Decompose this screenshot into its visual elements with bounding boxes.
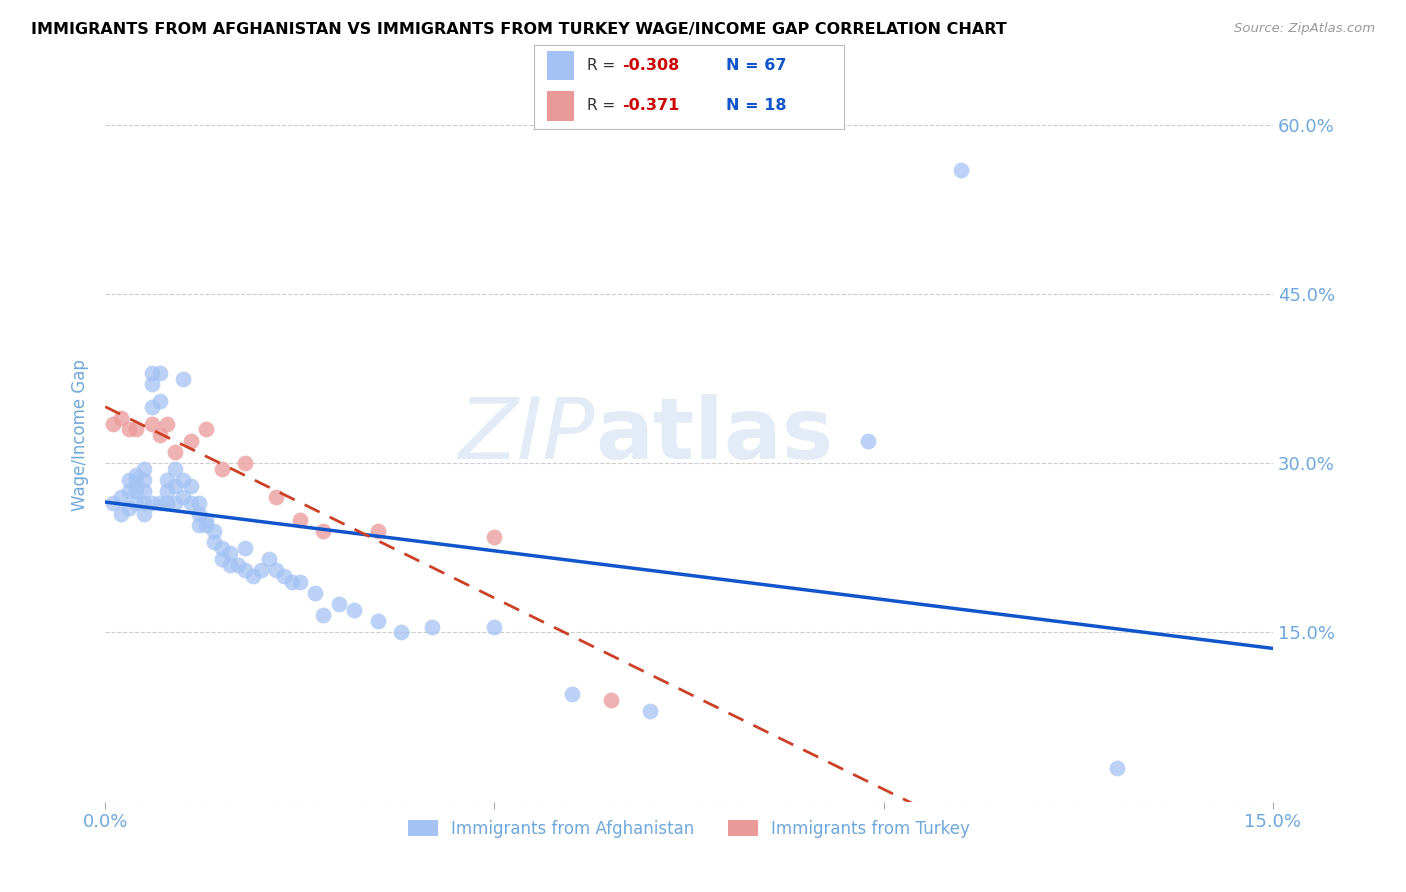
Point — [117, 473, 139, 487]
Legend: Immigrants from Afghanistan, Immigrants from Turkey: Immigrants from Afghanistan, Immigrants … — [401, 814, 977, 845]
Point — [218, 546, 240, 560]
Point — [312, 608, 335, 623]
Point — [125, 484, 148, 499]
Point — [125, 467, 148, 482]
Point — [187, 518, 209, 533]
Point — [288, 513, 311, 527]
Point — [141, 366, 163, 380]
Point — [273, 569, 295, 583]
Point — [420, 620, 443, 634]
Point — [367, 614, 389, 628]
Point — [156, 496, 179, 510]
Point — [233, 541, 256, 555]
Text: R =: R = — [586, 98, 614, 113]
Point — [600, 693, 623, 707]
Point — [101, 496, 124, 510]
Point — [211, 541, 233, 555]
Point — [288, 574, 311, 589]
Point — [149, 366, 172, 380]
Point — [211, 552, 233, 566]
Text: -0.308: -0.308 — [623, 58, 679, 73]
Point — [125, 496, 148, 510]
Point — [195, 513, 218, 527]
Point — [117, 422, 139, 436]
Point — [156, 473, 179, 487]
Point — [149, 496, 172, 510]
Point — [172, 473, 194, 487]
Text: -0.371: -0.371 — [623, 98, 679, 113]
Point — [134, 484, 156, 499]
Point — [484, 620, 506, 634]
Text: R =: R = — [586, 58, 614, 73]
Point — [226, 558, 249, 572]
Text: ZIP: ZIP — [460, 393, 596, 476]
Point — [312, 524, 335, 538]
Point — [233, 456, 256, 470]
Text: atlas: atlas — [596, 393, 834, 476]
Point — [134, 496, 156, 510]
Point — [250, 563, 273, 577]
Point — [134, 473, 156, 487]
Point — [266, 563, 288, 577]
Point — [149, 394, 172, 409]
Point — [211, 462, 233, 476]
Point — [134, 462, 156, 476]
Point — [117, 501, 139, 516]
Point — [343, 603, 366, 617]
Point — [856, 434, 879, 448]
Point — [141, 496, 163, 510]
Text: IMMIGRANTS FROM AFGHANISTAN VS IMMIGRANTS FROM TURKEY WAGE/INCOME GAP CORRELATIO: IMMIGRANTS FROM AFGHANISTAN VS IMMIGRANT… — [31, 22, 1007, 37]
Point — [180, 496, 202, 510]
Point — [638, 704, 661, 718]
Point — [101, 417, 124, 431]
Point — [149, 428, 172, 442]
Point — [180, 434, 202, 448]
Point — [172, 490, 194, 504]
Point — [389, 625, 412, 640]
Point — [242, 569, 264, 583]
Point — [117, 484, 139, 499]
Point — [134, 507, 156, 521]
Point — [110, 507, 132, 521]
Y-axis label: Wage/Income Gap: Wage/Income Gap — [72, 359, 89, 511]
Point — [165, 479, 187, 493]
Point — [328, 597, 350, 611]
Point — [141, 417, 163, 431]
Point — [195, 422, 218, 436]
Point — [125, 473, 148, 487]
Point — [257, 552, 280, 566]
Point — [172, 372, 194, 386]
Point — [218, 558, 240, 572]
Point — [202, 535, 225, 549]
Bar — [547, 51, 575, 80]
Point — [165, 496, 187, 510]
Point — [233, 563, 256, 577]
Bar — [547, 91, 575, 120]
Text: N = 18: N = 18 — [725, 98, 786, 113]
Point — [367, 524, 389, 538]
Point — [141, 400, 163, 414]
Text: N = 67: N = 67 — [725, 58, 786, 73]
Point — [281, 574, 304, 589]
Point — [141, 377, 163, 392]
Point — [180, 479, 202, 493]
Point — [165, 445, 187, 459]
Point — [110, 490, 132, 504]
Point — [125, 422, 148, 436]
Point — [195, 518, 218, 533]
Point — [561, 688, 583, 702]
Point — [950, 163, 973, 178]
Point — [202, 524, 225, 538]
Point — [165, 462, 187, 476]
Point — [187, 507, 209, 521]
Point — [110, 411, 132, 425]
Point — [187, 496, 209, 510]
Point — [156, 417, 179, 431]
Point — [1107, 761, 1129, 775]
Point — [266, 490, 288, 504]
Point — [484, 530, 506, 544]
Text: Source: ZipAtlas.com: Source: ZipAtlas.com — [1234, 22, 1375, 36]
Point — [304, 586, 326, 600]
Point — [156, 484, 179, 499]
